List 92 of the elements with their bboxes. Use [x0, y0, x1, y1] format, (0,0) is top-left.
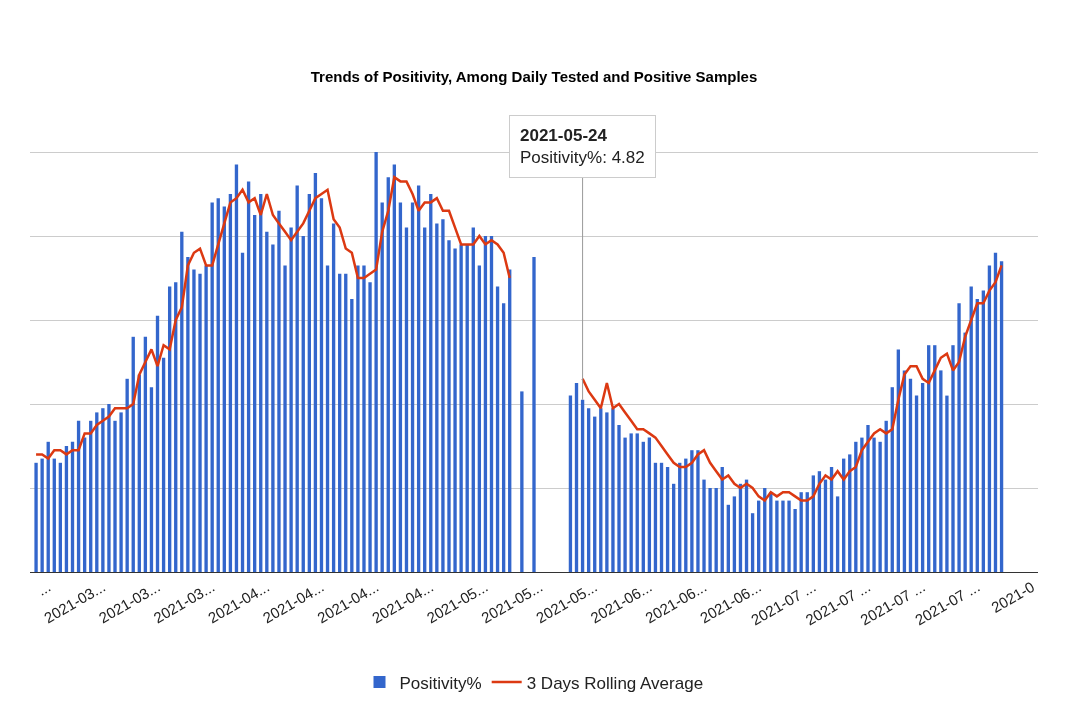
bar: [265, 231, 269, 572]
bar: [186, 257, 190, 572]
bar: [101, 408, 105, 572]
bar: [914, 395, 919, 572]
bar: [635, 433, 639, 572]
bar: [617, 425, 621, 572]
bar: [119, 412, 123, 572]
bar: [793, 509, 797, 572]
bar: [277, 210, 281, 572]
bar: [149, 387, 154, 572]
bar: [690, 450, 694, 572]
bar: [356, 265, 360, 572]
bar: [653, 462, 658, 572]
bar: [435, 223, 439, 572]
bar: [447, 240, 451, 572]
bar: [696, 450, 700, 572]
bar: [520, 391, 524, 572]
bar: [331, 223, 336, 572]
bar: [872, 437, 876, 572]
bar: [319, 198, 324, 572]
bar: [240, 252, 245, 572]
bar: [714, 488, 718, 572]
bar: [732, 496, 737, 572]
bar: [611, 408, 615, 572]
bar: [605, 412, 609, 572]
bar: [532, 257, 536, 572]
bar: [835, 496, 840, 572]
bar: [398, 202, 403, 572]
bar: [708, 488, 712, 572]
bar: [641, 441, 645, 572]
bar: [939, 370, 943, 572]
bar: [113, 420, 117, 572]
bar: [289, 227, 293, 572]
bar: [702, 479, 706, 572]
bar: [495, 286, 500, 572]
bar: [477, 265, 482, 572]
bar: [647, 437, 652, 572]
bar: [410, 202, 415, 572]
bar: [593, 416, 597, 572]
bar: [107, 404, 111, 572]
legend-label: Positivity%: [399, 673, 482, 693]
bar: [787, 500, 791, 572]
bar: [501, 303, 506, 572]
bar: [854, 441, 858, 572]
annotation: 2021-05-24 Positivity%: 4.82: [520, 126, 645, 168]
bar: [908, 378, 913, 572]
bar: [40, 458, 44, 572]
bar: [629, 433, 633, 572]
bar: [423, 227, 427, 572]
bar: [161, 357, 166, 572]
bar: [775, 500, 779, 572]
bar: [204, 265, 208, 572]
bar: [271, 244, 275, 572]
bar: [623, 437, 627, 572]
bar: [951, 345, 955, 572]
bar: [878, 441, 882, 572]
bar: [350, 299, 354, 572]
bar: [568, 395, 573, 572]
bar: [362, 265, 366, 572]
bar: [404, 227, 409, 572]
legend-label: 3 Days Rolling Average: [526, 673, 704, 693]
bar: [957, 303, 961, 572]
bar: [344, 273, 348, 572]
bar: [198, 273, 202, 572]
bar: [192, 269, 196, 572]
bar: [781, 500, 785, 572]
bar: [750, 513, 755, 572]
bar: [283, 265, 287, 572]
bar: [453, 248, 457, 572]
bar: [574, 383, 579, 572]
bar: [34, 462, 38, 572]
bar: [726, 504, 730, 572]
bar: [860, 437, 864, 572]
bar: [374, 152, 378, 572]
bar: [580, 399, 585, 572]
bar: [459, 244, 463, 572]
bar: [253, 215, 257, 572]
bar: [441, 219, 445, 572]
bar: [586, 408, 591, 572]
bar: [659, 462, 664, 572]
bar: [125, 378, 129, 572]
bar: [866, 425, 870, 572]
bar: [665, 467, 670, 572]
bar: [325, 265, 330, 572]
bar: [368, 282, 372, 572]
bar: [301, 236, 305, 572]
chart-title: Trends of Positivity, Among Daily Tested and Positive Samples: [310, 67, 758, 85]
bar: [945, 395, 949, 572]
bar: [338, 273, 342, 572]
bar: [58, 462, 63, 572]
bar: [920, 383, 925, 572]
bar: [963, 332, 967, 572]
